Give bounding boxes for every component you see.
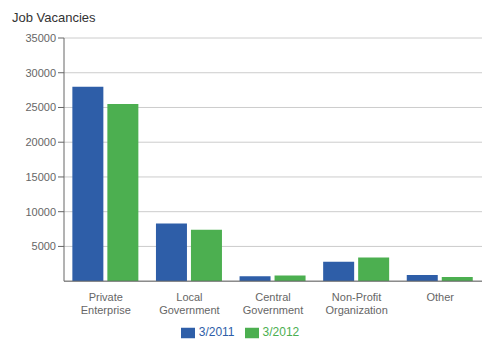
svg-text:10000: 10000	[25, 206, 56, 218]
svg-text:15000: 15000	[25, 171, 56, 183]
svg-text:25000: 25000	[25, 101, 56, 113]
svg-text:35000: 35000	[25, 32, 56, 44]
svg-text:20000: 20000	[25, 136, 56, 148]
html-text:3/2012: 3/2012	[262, 325, 300, 340]
svg-text:LocalGovernment: LocalGovernment	[159, 291, 220, 316]
svg-text:5000: 5000	[32, 240, 56, 252]
html-text:3/2011: 3/2011	[198, 325, 235, 340]
svg-text:CentralGovernment: CentralGovernment	[243, 291, 304, 316]
svg-text:PrivateEnterprise: PrivateEnterprise	[81, 291, 131, 316]
svg-text:Other: Other	[426, 291, 454, 303]
svg-text:Non-ProfitOrganization: Non-ProfitOrganization	[325, 291, 387, 316]
html-text:Job Vacancies: Job Vacancies	[12, 10, 96, 25]
svg-text:30000: 30000	[25, 67, 56, 79]
